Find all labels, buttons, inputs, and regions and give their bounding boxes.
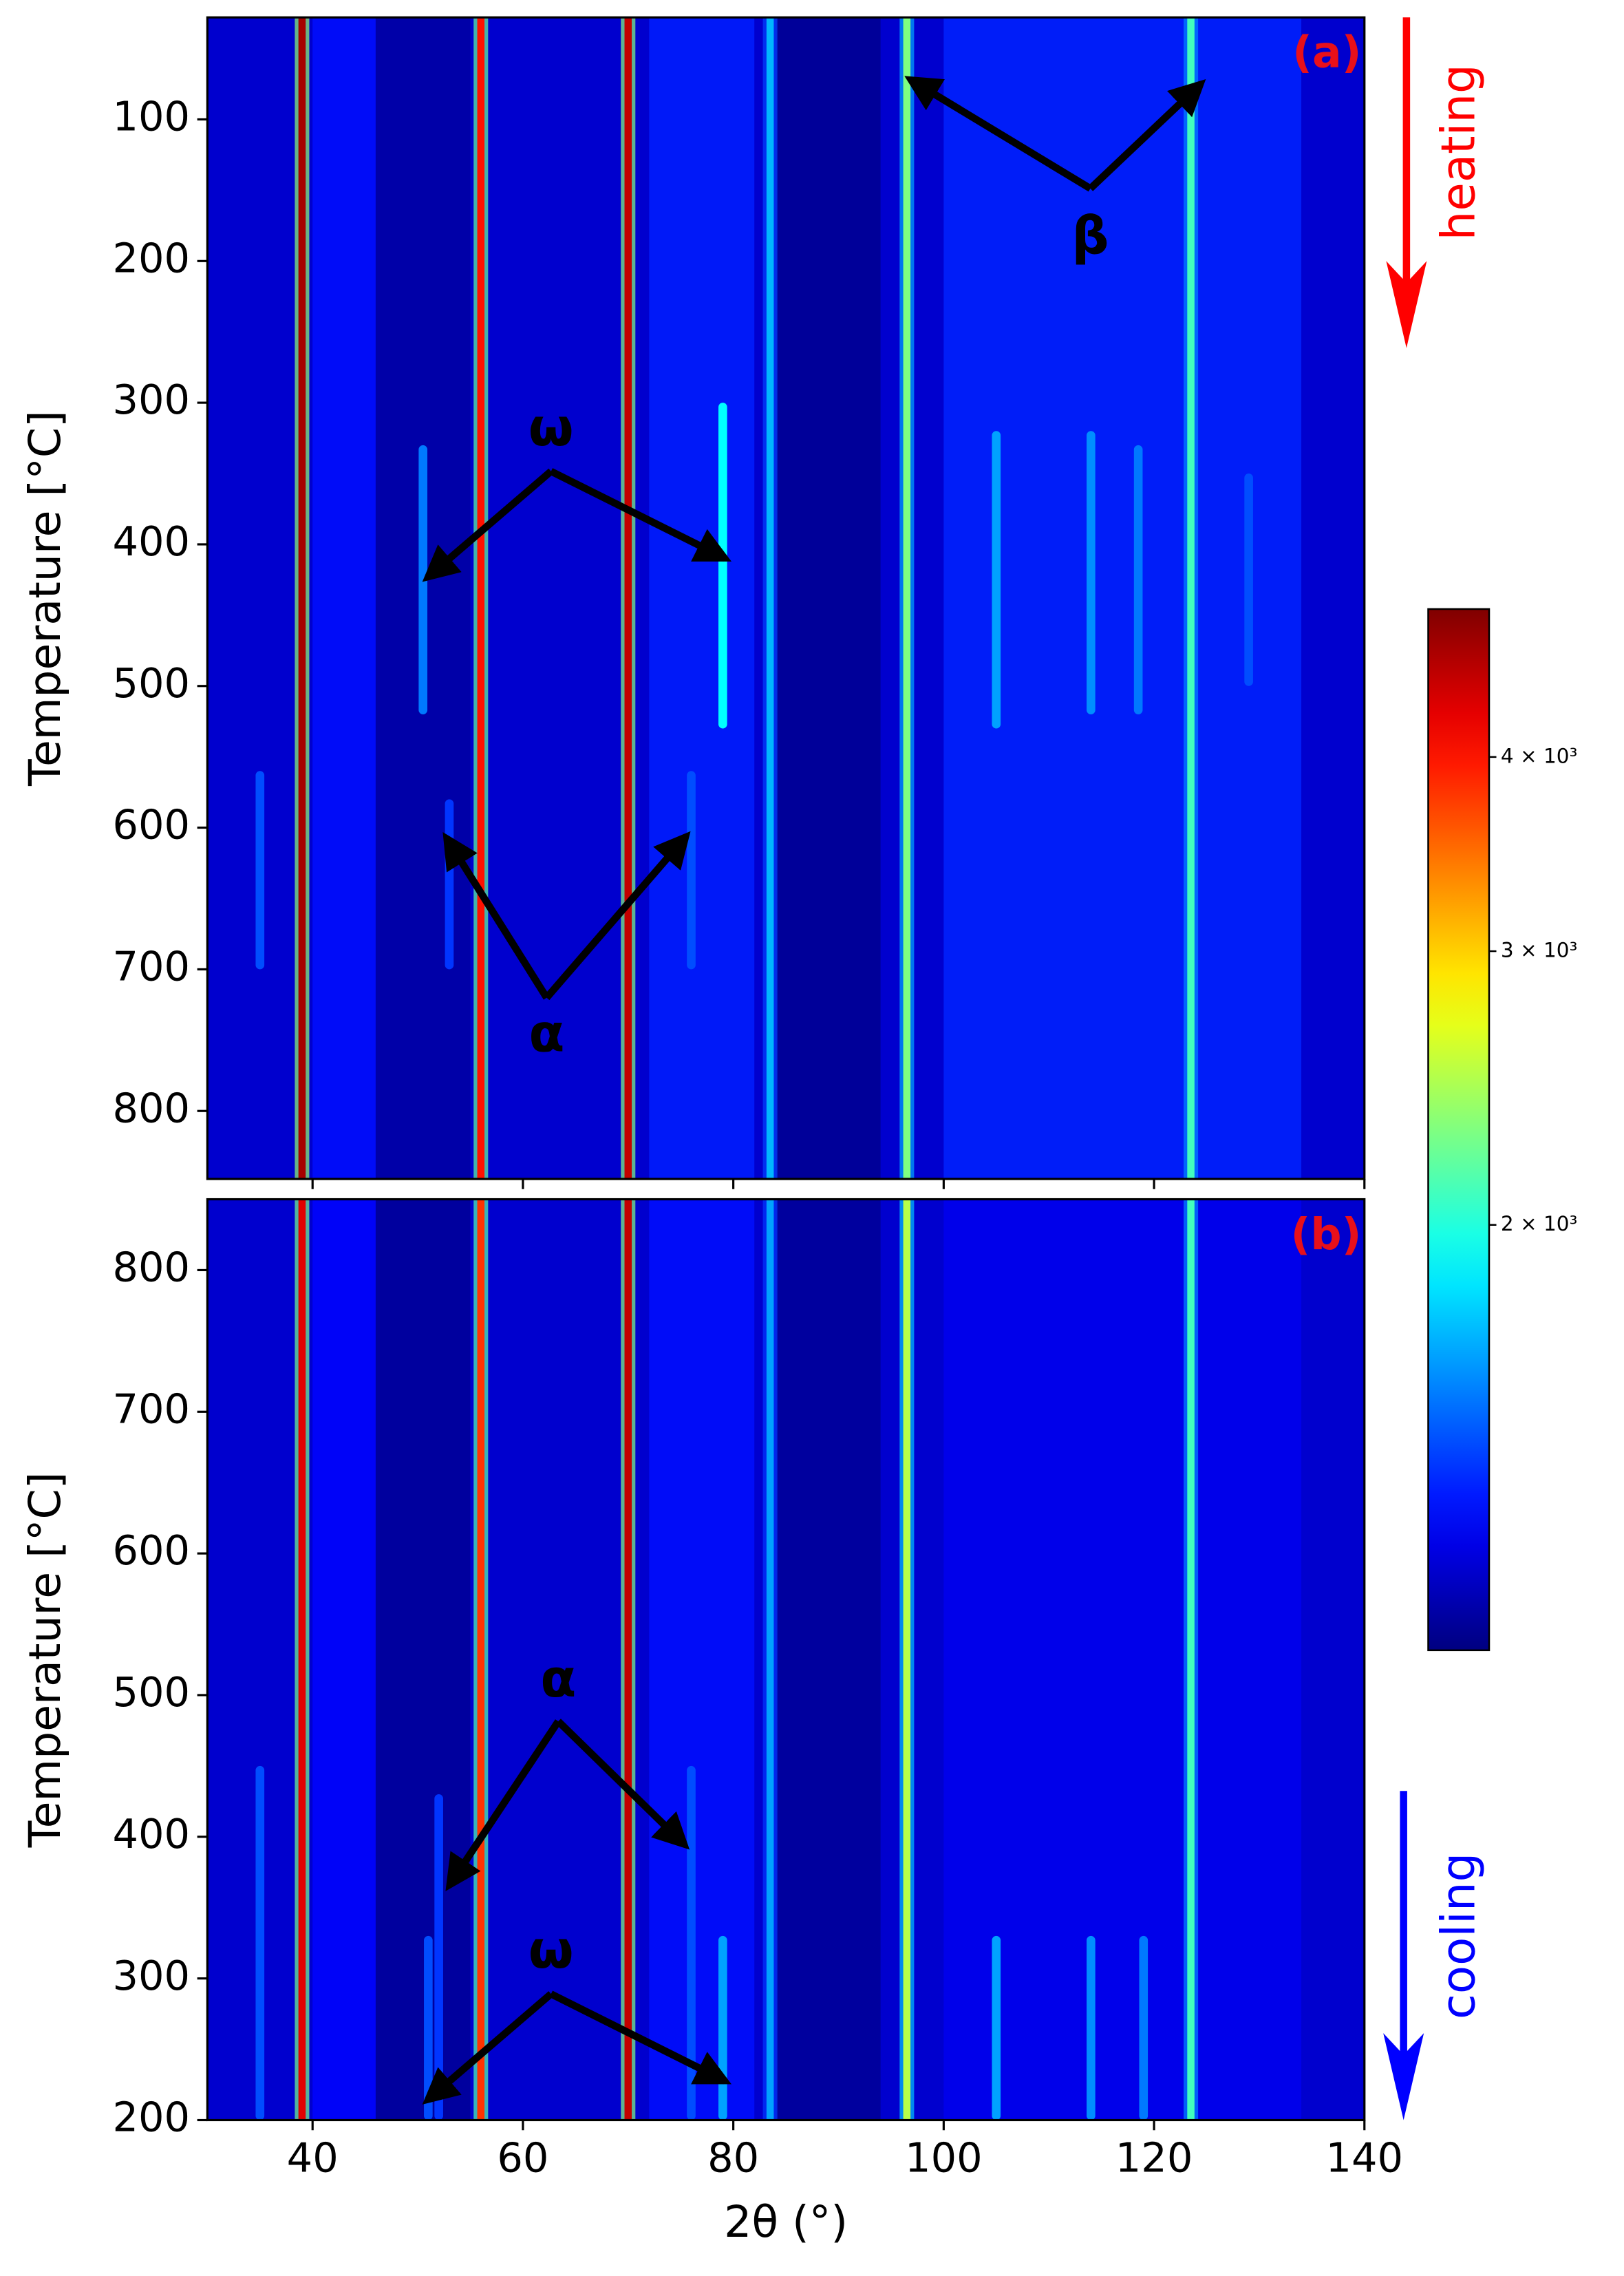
intensity-band <box>943 1199 1302 2120</box>
y-tick-label: 700 <box>112 943 190 990</box>
transient-peak <box>1087 431 1096 714</box>
heatmap <box>207 17 1365 1180</box>
annotation-arrow <box>422 1991 554 2105</box>
intensity-band <box>312 17 376 1180</box>
transient-peak <box>1139 1935 1148 2120</box>
peak-line <box>624 1199 632 2120</box>
process-arrowhead <box>1386 261 1427 348</box>
annotation-arrow <box>555 1719 690 1850</box>
peak-line <box>903 17 911 1180</box>
annotation-arrow <box>445 1719 562 1891</box>
y-tick-label: 800 <box>112 1084 190 1131</box>
intensity-band <box>312 1199 376 2120</box>
panel-label: (b) <box>1291 1209 1362 1259</box>
peak-line <box>1187 17 1195 1180</box>
phase-label: β <box>1071 206 1109 266</box>
y-tick-label: 100 <box>112 93 190 140</box>
y-axis-label: Temperature [°C] <box>19 410 70 787</box>
peak-line <box>1187 1199 1195 2120</box>
annotation-arrow <box>1087 78 1206 191</box>
transient-peak <box>687 1765 696 2120</box>
x-tick-label: 100 <box>905 2134 983 2182</box>
phase-label: ω <box>528 397 574 458</box>
y-tick-label: 500 <box>112 1668 190 1716</box>
phase-label: α <box>540 1648 576 1709</box>
annotation-arrow <box>549 468 732 562</box>
y-axis-label: Temperature [°C] <box>19 1472 70 1849</box>
annotation-arrow <box>904 76 1093 192</box>
peak-line <box>766 17 774 1180</box>
annotation-arrow <box>549 1990 732 2085</box>
transient-peak <box>718 1935 727 2120</box>
y-tick-label: 400 <box>112 518 190 565</box>
transient-peak <box>255 1765 265 2120</box>
y-tick-label: 800 <box>112 1244 190 1291</box>
intensity-band <box>649 1199 755 2120</box>
peak-line <box>477 1199 485 2120</box>
transient-peak <box>992 1935 1001 2120</box>
y-tick-label: 400 <box>112 1810 190 1858</box>
transient-peak <box>434 1794 443 2120</box>
x-tick-label: 140 <box>1325 2134 1403 2182</box>
process-label: heating <box>1431 64 1486 240</box>
annotation-arrow <box>422 468 554 582</box>
x-tick-label: 40 <box>287 2134 339 2182</box>
transient-peak <box>418 445 428 714</box>
peak-line <box>477 17 485 1180</box>
transient-peak <box>1244 474 1253 686</box>
colorbar-tick-label: 3 × 10³ <box>1501 939 1578 962</box>
transient-peak <box>992 431 1001 729</box>
intensity-band <box>775 17 881 1180</box>
intensity-band <box>649 17 755 1180</box>
y-tick-label: 600 <box>112 1527 190 1574</box>
x-tick-label: 80 <box>707 2134 759 2182</box>
transient-peak <box>1087 1935 1096 2120</box>
y-tick-label: 300 <box>112 1952 190 1999</box>
transient-peak <box>687 771 696 970</box>
colorbar-tick-label: 2 × 10³ <box>1501 1212 1578 1235</box>
x-axis-label: 2θ (°) <box>724 2196 848 2247</box>
panel-label: (a) <box>1292 27 1361 78</box>
annotation-arrow <box>442 831 550 1000</box>
annotation-arrow <box>544 831 691 1001</box>
peak-line <box>298 17 306 1180</box>
plot-frame <box>206 1198 1366 2122</box>
peak-line <box>624 17 632 1180</box>
y-tick-label: 500 <box>112 659 190 707</box>
intensity-band <box>943 17 1302 1180</box>
y-tick-label: 200 <box>112 2094 190 2141</box>
y-tick-label: 700 <box>112 1385 190 1432</box>
x-tick-label: 120 <box>1115 2134 1193 2182</box>
plot-layer: 100 200 300 400 500 600 700 800 Temperature [°C]… <box>19 16 1578 2247</box>
process-arrowhead <box>1383 2033 1424 2120</box>
intensity-band <box>375 1199 471 2120</box>
transient-peak <box>718 403 727 729</box>
y-tick-label: 200 <box>112 234 190 281</box>
phase-label: ω <box>528 1919 574 1980</box>
x-tick-label: 60 <box>497 2134 548 2182</box>
process-label: cooling <box>1431 1853 1486 2020</box>
peak-line <box>298 1199 306 2120</box>
y-tick-label: 600 <box>112 801 190 849</box>
intensity-band <box>775 1199 881 2120</box>
colorbar <box>1427 608 1491 1652</box>
phase-label: α <box>528 1003 564 1064</box>
heatmap <box>207 1199 1365 2120</box>
transient-peak <box>1133 445 1143 714</box>
peak-line <box>766 1199 774 2120</box>
transient-peak <box>255 771 265 970</box>
plot-frame <box>206 16 1366 1180</box>
transient-peak <box>445 799 454 970</box>
y-tick-label: 300 <box>112 376 190 423</box>
colorbar-tick-label: 4 × 10³ <box>1501 744 1578 767</box>
peak-line <box>903 1199 911 2120</box>
